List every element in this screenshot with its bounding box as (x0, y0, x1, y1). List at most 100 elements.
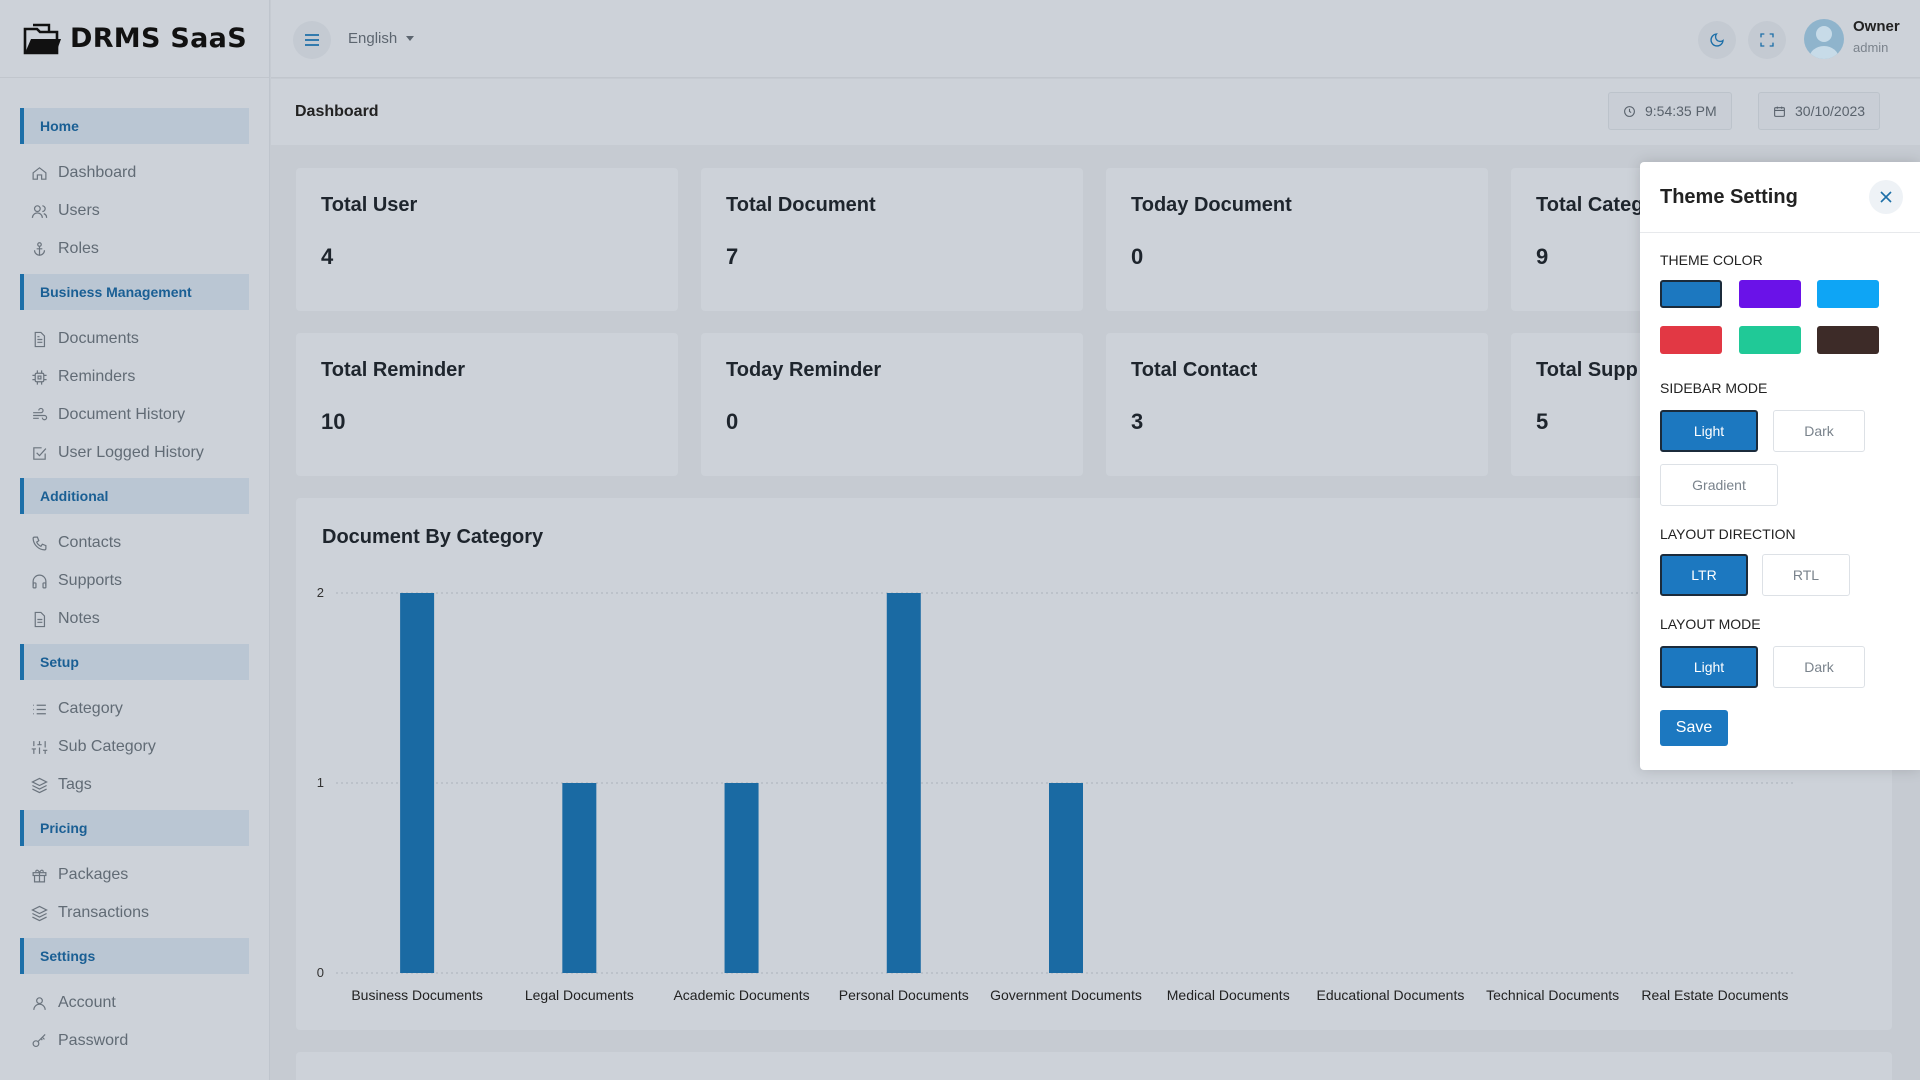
sidebar-item-document-history[interactable]: Document History (0, 396, 269, 434)
folder-logo-icon (23, 23, 61, 54)
bar-government-documents[interactable] (1049, 783, 1083, 973)
sidebar-item-reminders[interactable]: Reminders (0, 358, 269, 396)
sidebar-mode-dark-button[interactable]: Dark (1773, 410, 1865, 452)
sidebar-item-label: Password (58, 1032, 129, 1049)
sidebar-mode-gradient-button[interactable]: Gradient (1660, 464, 1778, 506)
sidebar-item-contacts[interactable]: Contacts (0, 524, 269, 562)
sidebar-item-category[interactable]: Category (0, 690, 269, 728)
direction-rtl-button[interactable]: RTL (1762, 554, 1850, 596)
sidebar-mode-light-button[interactable]: Light (1660, 410, 1758, 452)
theme-color-swatch-sky[interactable] (1817, 280, 1879, 308)
sidebar-item-password[interactable]: Password (0, 1022, 269, 1060)
theme-color-swatch-red[interactable] (1660, 326, 1722, 354)
card-value: 3 (1131, 409, 1144, 434)
brand[interactable]: DRMS SaaS (0, 0, 269, 78)
users-icon (30, 202, 48, 220)
sidebar-section-setup: Setup (20, 644, 249, 680)
sidebar-nav: Home Dashboard Users Roles Business Manageme… (0, 78, 269, 1066)
sidebar-item-label: Category (58, 700, 123, 717)
x-tick-label: Technical Documents (1486, 987, 1619, 1003)
theme-color-swatch-green[interactable] (1739, 326, 1801, 354)
sidebar-item-label: User Logged History (58, 444, 204, 461)
sidebar-item-packages[interactable]: Packages (0, 856, 269, 894)
sidebar-item-label: Transactions (58, 904, 149, 921)
save-button[interactable]: Save (1660, 710, 1728, 746)
sidebar-item-users[interactable]: Users (0, 192, 269, 230)
x-tick-label: Personal Documents (839, 987, 969, 1003)
x-tick-label: Academic Documents (673, 987, 809, 1003)
x-tick-label: Real Estate Documents (1641, 987, 1788, 1003)
close-button[interactable] (1869, 180, 1903, 214)
layout-mode-light-button[interactable]: Light (1660, 646, 1758, 688)
y-tick-label: 0 (317, 965, 324, 980)
theme-color-swatch-brown[interactable] (1817, 326, 1879, 354)
phone-icon (30, 534, 48, 552)
headphones-icon (30, 572, 48, 590)
sidebar-item-tags[interactable]: Tags (0, 766, 269, 804)
check-square-icon (30, 444, 48, 462)
bar-business-documents[interactable] (400, 593, 435, 973)
theme-color-label: THEME COLOR (1660, 252, 1763, 268)
bar-personal-documents[interactable] (886, 593, 921, 973)
hamburger-icon (305, 34, 319, 46)
sidebar-item-label: Roles (58, 240, 99, 257)
card-value: 0 (726, 409, 739, 434)
user-avatar-icon (1809, 26, 1839, 59)
sidebar-mode-label: SIDEBAR MODE (1660, 380, 1768, 396)
sidebar-item-roles[interactable]: Roles (0, 230, 269, 268)
sidebar-item-dashboard[interactable]: Dashboard (0, 154, 269, 192)
chart-title: Document By Category (322, 526, 544, 548)
language-dropdown[interactable]: English (348, 30, 415, 47)
card-value: 10 (321, 409, 346, 434)
sidebar-item-notes[interactable]: Notes (0, 600, 269, 638)
card-title: Total Supp (1536, 359, 1638, 381)
bar-academic-documents[interactable] (724, 783, 759, 973)
sidebar-item-label: Notes (58, 610, 100, 627)
theme-color-swatch-blue[interactable] (1660, 280, 1722, 308)
user-icon (30, 994, 48, 1012)
sidebar-item-supports[interactable]: Supports (0, 562, 269, 600)
card-value: 9 (1536, 244, 1549, 269)
stat-card-today-document: Today Document 0 (1106, 168, 1488, 311)
panel-header: Theme Setting (1640, 162, 1920, 233)
layout-mode-dark-button[interactable]: Dark (1773, 646, 1865, 688)
user-role: admin (1853, 40, 1889, 55)
fullscreen-button[interactable] (1748, 21, 1786, 59)
sidebar-item-sub-category[interactable]: Sub Category (0, 728, 269, 766)
wind-icon (30, 406, 48, 424)
gift-icon (30, 866, 48, 884)
avatar[interactable] (1804, 19, 1844, 59)
card-value: 7 (726, 244, 739, 269)
sidebar-item-account[interactable]: Account (0, 984, 269, 1022)
date-value: 30/10/2023 (1795, 103, 1866, 119)
user-name[interactable]: Owner (1853, 18, 1900, 35)
sidebar-section-pricing: Pricing (20, 810, 249, 846)
document-icon (30, 330, 48, 348)
calendar-icon (1774, 106, 1785, 117)
sidebar-item-documents[interactable]: Documents (0, 320, 269, 358)
sidebar-section-business-management: Business Management (20, 274, 249, 310)
sidebar-item-label: Tags (58, 776, 92, 793)
sliders-icon (30, 738, 48, 756)
sidebar-item-label: Account (58, 994, 116, 1011)
time-display: 9:54:35 PM (1608, 92, 1732, 130)
clock-icon (1624, 105, 1635, 117)
card-value: 5 (1536, 409, 1549, 434)
dark-mode-button[interactable] (1698, 21, 1736, 59)
sidebar-item-transactions[interactable]: Transactions (0, 894, 269, 932)
stat-card-total-user: Total User 4 (296, 168, 678, 311)
next-card (296, 1052, 1892, 1080)
date-display: 30/10/2023 (1758, 92, 1881, 130)
sidebar-item-user-logged-history[interactable]: User Logged History (0, 434, 269, 472)
x-tick-label: Legal Documents (525, 987, 634, 1003)
layers-icon (30, 904, 48, 922)
menu-toggle-button[interactable] (293, 21, 331, 59)
sidebar: DRMS SaaS Home Dashboard Users Roles Busines… (0, 0, 270, 1080)
theme-color-swatch-purple[interactable] (1739, 280, 1801, 308)
stat-card-total-contact: Total Contact 3 (1106, 333, 1488, 476)
moon-icon (1710, 33, 1724, 47)
direction-ltr-button[interactable]: LTR (1660, 554, 1748, 596)
document-by-category-chart-card: 0 1 2 Business Documents Legal Documents Acad… (296, 498, 1892, 1030)
bar-legal-documents[interactable] (562, 783, 597, 973)
x-tick-label: Educational Documents (1317, 987, 1465, 1003)
